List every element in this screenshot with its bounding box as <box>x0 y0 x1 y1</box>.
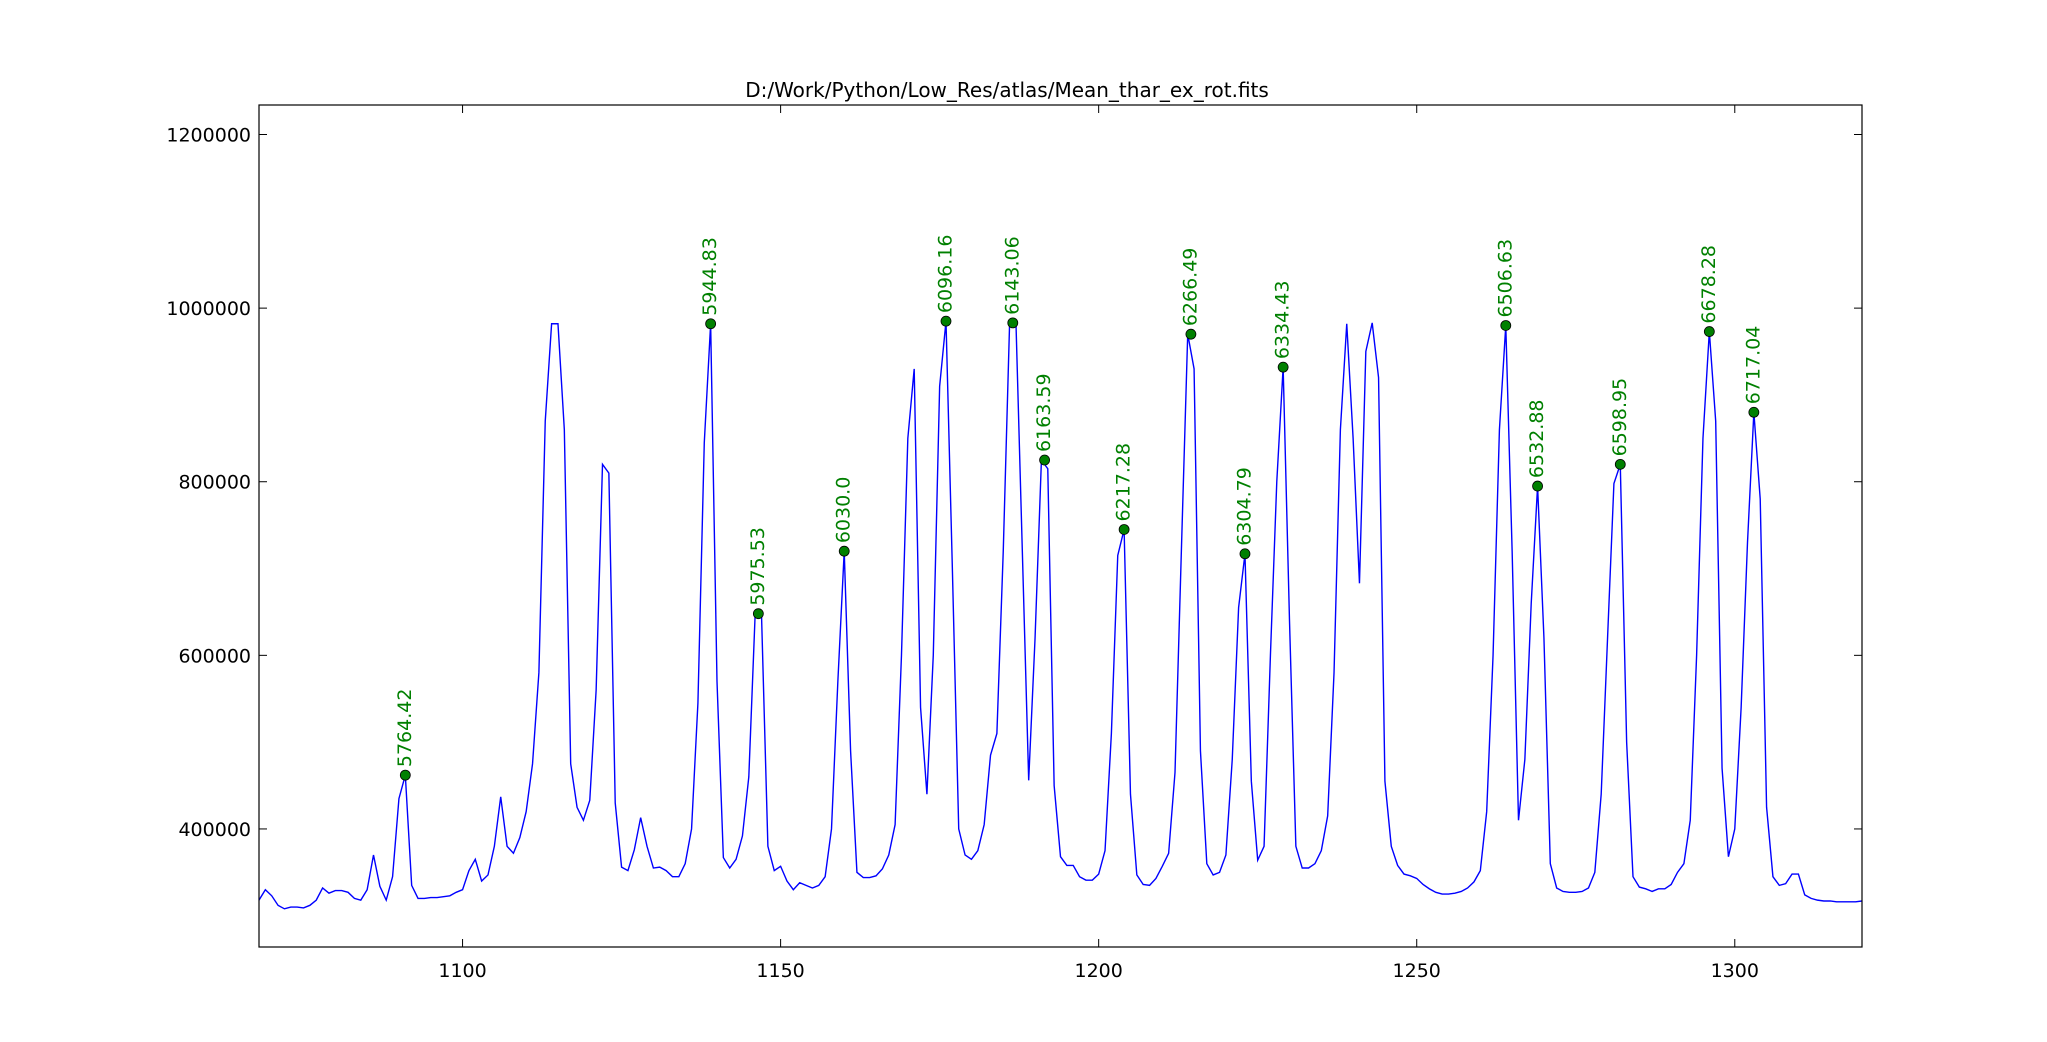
peak-marker <box>1185 328 1197 340</box>
peak-label: 6678.28 <box>1698 245 1720 324</box>
x-tick-label: 1250 <box>1393 960 1441 982</box>
peak-label: 6717.04 <box>1742 326 1764 405</box>
peak-marker <box>1500 320 1512 331</box>
peak-label: 6143.06 <box>1001 236 1023 315</box>
series-line-0 <box>259 321 1862 910</box>
peak-marker <box>1703 326 1715 337</box>
peak-label: 5944.83 <box>699 237 721 316</box>
peak-label: 6304.79 <box>1233 467 1255 546</box>
axis-ticks: 5764.42 5944.83 5975.53 6030.0 6096.16 6143.0… <box>166 105 1862 982</box>
peak-marker <box>1118 524 1130 535</box>
plot-frame <box>258 104 1863 948</box>
peak-label: 6598.95 <box>1609 378 1631 457</box>
peak-label: 6096.16 <box>935 235 957 314</box>
peak-label: 5975.53 <box>747 527 769 606</box>
peak-label: 6163.59 <box>1033 373 1055 452</box>
peak-marker <box>705 318 717 330</box>
peak-label: 5764.42 <box>394 689 416 768</box>
peak-marker <box>1277 361 1289 373</box>
y-tick-label: 1000000 <box>166 298 251 320</box>
peak-marker <box>940 315 952 327</box>
plot-content <box>259 315 1862 910</box>
chart-title: D:/Work/Python/Low_Res/atlas/Mean_thar_e… <box>745 78 1269 102</box>
peak-marker <box>838 545 850 557</box>
peak-label: 6266.49 <box>1179 248 1201 327</box>
peak-marker <box>1039 454 1050 466</box>
y-tick-label: 800000 <box>178 472 251 494</box>
peak-marker <box>1239 548 1251 560</box>
peak-label: 6506.63 <box>1494 239 1516 318</box>
y-tick-label: 1200000 <box>166 125 251 147</box>
peak-marker <box>1748 406 1760 418</box>
peak-label: 6334.43 <box>1272 281 1294 360</box>
x-tick-label: 1100 <box>438 960 486 982</box>
peak-label: 6217.28 <box>1113 443 1135 522</box>
peak-marker <box>1614 458 1626 470</box>
peak-marker <box>752 608 764 620</box>
y-tick-label: 400000 <box>178 819 251 841</box>
peak-label: 6532.88 <box>1526 399 1548 478</box>
peak-marker <box>399 769 411 781</box>
peak-marker <box>1532 480 1543 492</box>
peak-label: 6030.0 <box>833 477 855 543</box>
x-tick-label: 1150 <box>756 960 804 982</box>
x-tick-label: 1300 <box>1711 960 1759 982</box>
y-tick-label: 600000 <box>178 645 251 667</box>
peak-marker <box>1007 317 1019 329</box>
x-tick-label: 1200 <box>1074 960 1122 982</box>
